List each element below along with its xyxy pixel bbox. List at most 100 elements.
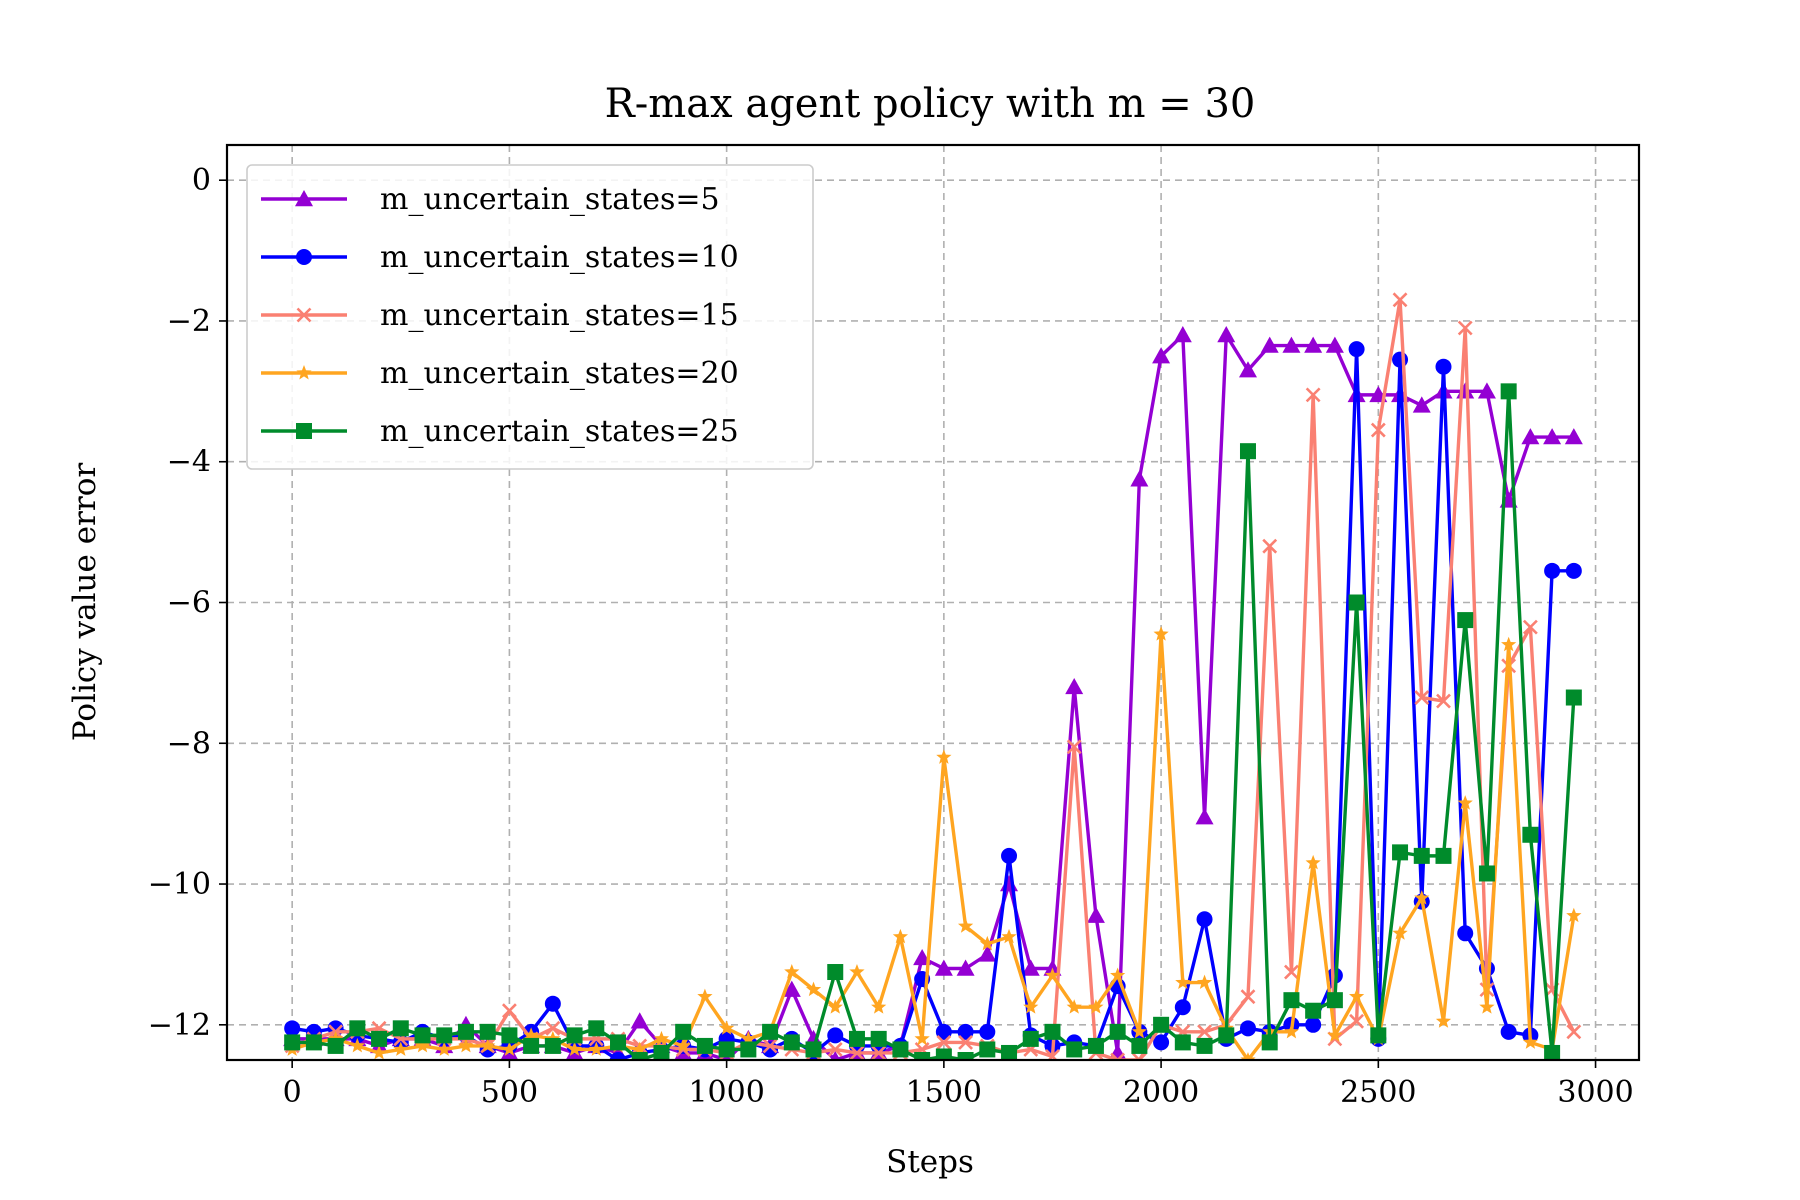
- data-point: [1566, 1024, 1582, 1040]
- data-point: [1348, 594, 1365, 611]
- y-tick-label: −2: [167, 304, 211, 339]
- data-point: [782, 980, 801, 997]
- data-point: [501, 1041, 518, 1056]
- data-point: [1435, 358, 1452, 375]
- data-point: [827, 999, 843, 1014]
- data-point: [1239, 443, 1256, 460]
- data-point: [544, 1037, 561, 1054]
- data-point: [762, 1023, 779, 1040]
- data-point: [762, 1038, 778, 1054]
- data-point: [1262, 538, 1278, 554]
- x-tick-label: 2500: [1340, 1075, 1416, 1110]
- data-point: [1131, 1023, 1147, 1039]
- data-point: [1305, 854, 1321, 870]
- data-point: [1522, 1034, 1538, 1049]
- data-point: [827, 1027, 844, 1044]
- x-tick-label: 0: [283, 1075, 302, 1110]
- data-point: [1066, 999, 1082, 1014]
- data-point: [718, 1041, 735, 1058]
- y-tick-label: 0: [192, 163, 211, 198]
- data-point: [1066, 1041, 1083, 1058]
- data-point: [979, 1023, 996, 1040]
- data-point: [1305, 1002, 1322, 1019]
- data-point: [305, 1034, 322, 1051]
- data-point: [1131, 1052, 1147, 1060]
- data-point: [480, 1037, 496, 1053]
- data-point: [1435, 847, 1452, 864]
- data-point: [1413, 847, 1430, 864]
- data-point: [892, 1041, 909, 1058]
- data-point: [1239, 1020, 1256, 1037]
- legend-label: m_uncertain_states=15: [380, 298, 739, 333]
- data-point: [1238, 361, 1257, 378]
- data-point: [1001, 847, 1018, 864]
- data-point: [566, 1041, 583, 1056]
- data-point: [1088, 999, 1104, 1014]
- data-point: [1152, 347, 1171, 364]
- data-point: [1478, 865, 1495, 882]
- data-point: [284, 1020, 301, 1037]
- data-point: [632, 1041, 648, 1056]
- legend-marker: [295, 190, 313, 207]
- data-point: [849, 964, 865, 979]
- data-point: [1457, 795, 1473, 810]
- data-point: [871, 1045, 887, 1060]
- data-point: [1522, 826, 1539, 843]
- data-point: [1283, 992, 1300, 1009]
- data-point: [631, 1052, 648, 1060]
- data-point: [958, 1034, 974, 1050]
- data-point: [436, 1027, 453, 1044]
- legend-marker: [296, 365, 312, 380]
- data-point: [1240, 1052, 1256, 1060]
- data-point: [1261, 1034, 1278, 1051]
- data-point: [1370, 422, 1386, 438]
- data-point: [805, 981, 822, 997]
- data-point: [696, 1037, 713, 1054]
- data-point: [1283, 1023, 1300, 1039]
- data-point: [1196, 974, 1213, 990]
- data-point: [1260, 336, 1279, 353]
- y-tick-label: −12: [148, 1008, 211, 1043]
- data-point: [458, 1037, 474, 1053]
- data-point: [1305, 387, 1321, 403]
- data-point: [1501, 636, 1517, 652]
- data-point: [934, 959, 953, 976]
- data-point: [830, 1051, 841, 1060]
- legend-item: m_uncertain_states=5: [261, 182, 720, 217]
- data-point: [1066, 739, 1082, 755]
- data-point: [979, 935, 995, 951]
- y-tick-label: −8: [167, 726, 211, 761]
- data-point: [414, 1027, 431, 1044]
- legend-box: [246, 164, 814, 470]
- data-point: [1001, 928, 1017, 944]
- data-point: [1021, 959, 1040, 976]
- data-point: [284, 1034, 301, 1051]
- data-point: [936, 1034, 952, 1050]
- data-point: [545, 1020, 561, 1036]
- data-point: [588, 1020, 605, 1037]
- x-tick-label: 2000: [1123, 1075, 1199, 1110]
- data-point: [1305, 1016, 1322, 1033]
- data-point: [1153, 1016, 1170, 1033]
- data-point: [1565, 562, 1582, 579]
- data-point: [1173, 326, 1192, 343]
- x-tick-label: 500: [481, 1075, 538, 1110]
- data-point: [978, 945, 997, 962]
- x-tick-label: 3000: [1557, 1075, 1633, 1110]
- data-point: [957, 918, 974, 933]
- data-point: [653, 1030, 670, 1046]
- data-point: [1044, 1023, 1061, 1040]
- legend-marker: [296, 423, 312, 439]
- data-point: [392, 1020, 409, 1037]
- data-point: [349, 1037, 365, 1053]
- data-point: [1325, 336, 1344, 353]
- data-point: [1153, 1034, 1170, 1051]
- data-point: [848, 1030, 865, 1047]
- data-point: [371, 1030, 388, 1047]
- data-point: [1457, 320, 1473, 336]
- data-point: [697, 988, 713, 1004]
- legend-label: m_uncertain_states=10: [380, 240, 739, 275]
- data-point: [1087, 1037, 1104, 1054]
- y-axis-label: Policy value error: [67, 463, 103, 742]
- data-point: [1543, 428, 1562, 445]
